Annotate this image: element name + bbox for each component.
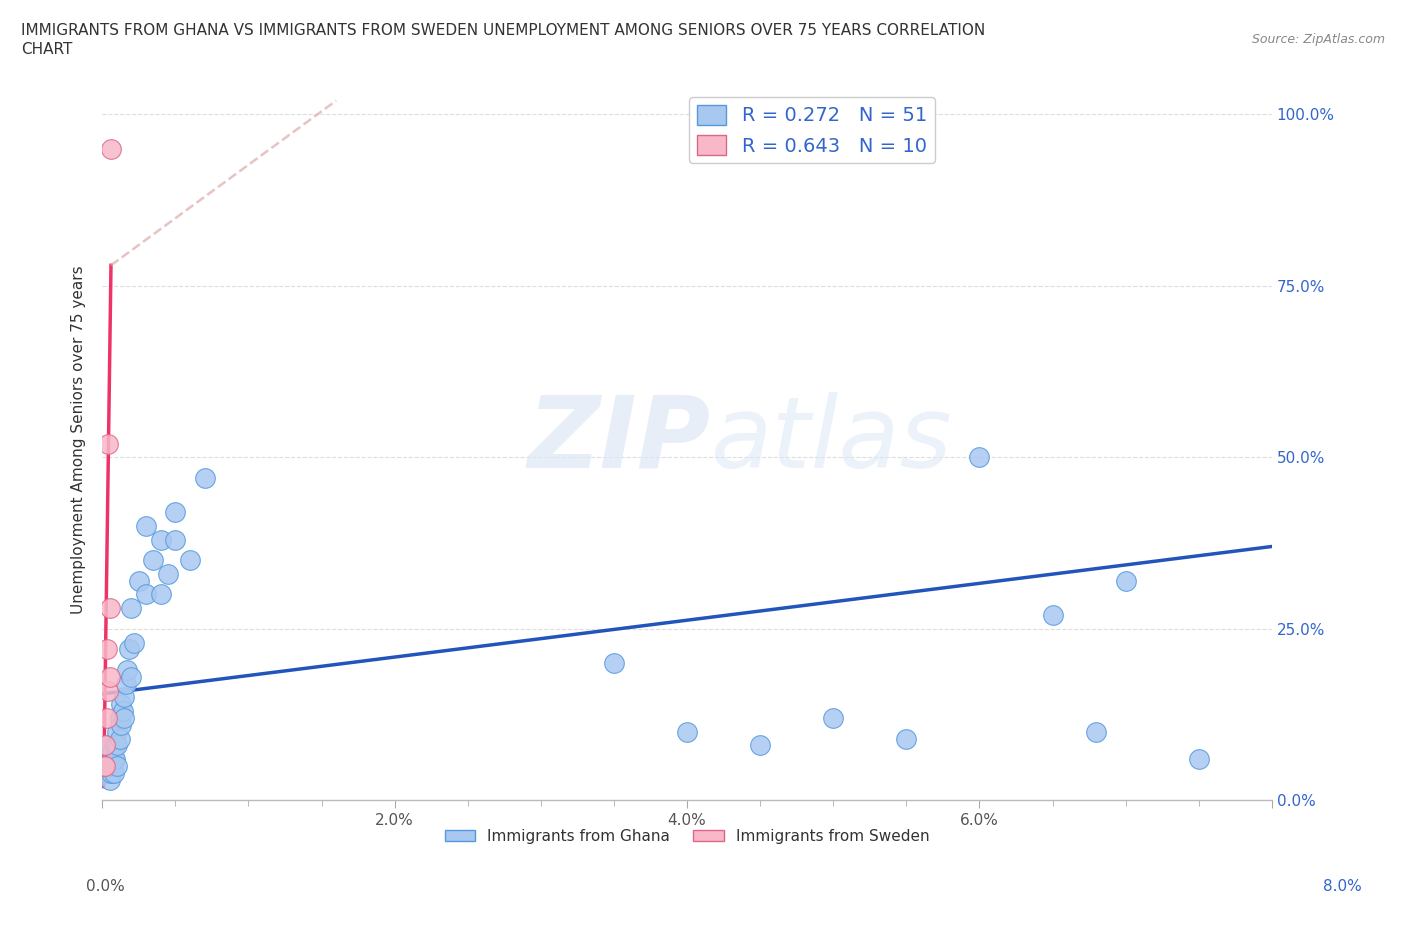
Point xyxy=(110,697,132,711)
Point xyxy=(749,737,772,752)
Point xyxy=(98,670,121,684)
Point xyxy=(97,765,120,780)
Text: ZIP: ZIP xyxy=(527,392,710,488)
Text: 8.0%: 8.0% xyxy=(1323,879,1362,894)
Point xyxy=(105,724,128,739)
Point xyxy=(124,635,146,650)
Point xyxy=(193,471,215,485)
Point xyxy=(94,759,117,774)
Point xyxy=(97,436,120,451)
Text: IMMIGRANTS FROM GHANA VS IMMIGRANTS FROM SWEDEN UNEMPLOYMENT AMONG SENIORS OVER : IMMIGRANTS FROM GHANA VS IMMIGRANTS FROM… xyxy=(21,23,986,38)
Point xyxy=(120,601,142,616)
Point xyxy=(149,587,172,602)
Legend: Immigrants from Ghana, Immigrants from Sweden: Immigrants from Ghana, Immigrants from S… xyxy=(439,823,935,850)
Point xyxy=(98,759,121,774)
Point xyxy=(676,724,699,739)
Point xyxy=(108,731,131,746)
Point xyxy=(98,772,121,787)
Point xyxy=(156,566,179,581)
Point xyxy=(128,573,150,588)
Point xyxy=(100,141,122,156)
Point xyxy=(104,737,127,752)
Point xyxy=(149,532,172,547)
Point xyxy=(969,450,991,465)
Point xyxy=(105,759,128,774)
Point xyxy=(112,711,135,725)
Point xyxy=(823,711,845,725)
Point xyxy=(96,711,118,725)
Point xyxy=(101,745,124,760)
Point xyxy=(94,737,117,752)
Point xyxy=(135,587,157,602)
Point xyxy=(110,717,132,732)
Point xyxy=(896,731,918,746)
Point xyxy=(117,642,139,657)
Point xyxy=(1085,724,1108,739)
Text: Source: ZipAtlas.com: Source: ZipAtlas.com xyxy=(1251,33,1385,46)
Point xyxy=(111,704,134,719)
Point xyxy=(135,518,157,533)
Point xyxy=(101,759,124,774)
Point xyxy=(179,552,201,567)
Point xyxy=(97,751,120,766)
Point xyxy=(104,751,127,766)
Text: atlas: atlas xyxy=(710,392,952,488)
Point xyxy=(100,751,122,766)
Point xyxy=(103,765,125,780)
Point xyxy=(97,683,120,698)
Point xyxy=(1042,607,1064,622)
Text: CHART: CHART xyxy=(21,42,73,57)
Point xyxy=(165,532,187,547)
Point xyxy=(105,737,128,752)
Point xyxy=(93,759,115,774)
Point xyxy=(112,690,135,705)
Point xyxy=(115,662,138,677)
Point xyxy=(103,751,125,766)
Point xyxy=(142,552,165,567)
Y-axis label: Unemployment Among Seniors over 75 years: Unemployment Among Seniors over 75 years xyxy=(72,266,86,615)
Point xyxy=(1115,573,1137,588)
Point xyxy=(98,601,121,616)
Point xyxy=(1188,751,1211,766)
Point xyxy=(96,737,118,752)
Point xyxy=(96,642,118,657)
Point xyxy=(100,765,122,780)
Point xyxy=(165,505,187,520)
Point xyxy=(94,759,117,774)
Point xyxy=(114,676,136,691)
Point xyxy=(120,670,142,684)
Text: 0.0%: 0.0% xyxy=(86,879,125,894)
Point xyxy=(108,711,131,725)
Point xyxy=(603,656,626,671)
